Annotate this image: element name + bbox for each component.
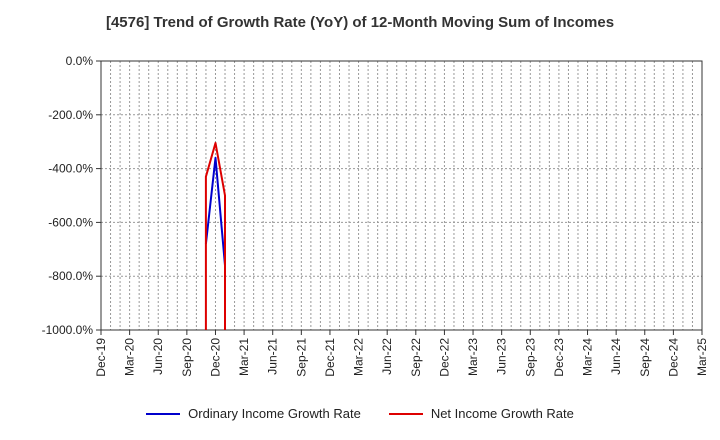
axes (96, 60, 703, 335)
x-tick-label: Dec-20 (208, 338, 222, 377)
y-tick-label: -800.0% (48, 269, 93, 283)
series-line-ordinary-income (204, 156, 226, 266)
legend-label-ordinary: Ordinary Income Growth Rate (188, 406, 361, 421)
tick-labels: 0.0% -200.0% -400.0% -600.0% -800.0% -1000.0%… (42, 54, 709, 377)
chart-title: [4576] Trend of Growth Rate (YoY) of 12-… (105, 14, 615, 31)
x-tick-label: Mar-23 (466, 338, 480, 376)
x-tick-label: Mar-25 (695, 338, 709, 376)
x-tick-label: Sep-20 (180, 338, 194, 377)
plot-frame (100, 60, 703, 331)
x-tick-label: Jun-20 (151, 338, 165, 375)
x-tick-label: Dec-21 (323, 338, 337, 377)
x-tick-label: Sep-23 (523, 338, 537, 377)
legend-swatch-ordinary (146, 412, 181, 415)
legend-swatch-net (388, 412, 423, 415)
x-tick-label: Dec-24 (666, 338, 680, 377)
x-tick-label: Sep-22 (409, 338, 423, 377)
series-lines (204, 142, 226, 330)
y-tick-label: 0.0% (66, 54, 94, 68)
x-tick-label: Jun-21 (266, 338, 280, 375)
legend-item-net: Net Income Growth Rate (388, 406, 574, 421)
x-tick-label: Sep-21 (294, 338, 308, 377)
y-tick-label: -400.0% (48, 162, 93, 176)
x-tick-label: Mar-22 (352, 338, 366, 376)
x-tick-label: Dec-19 (94, 338, 108, 377)
x-tick-label: Jun-24 (609, 338, 623, 375)
legend-label-net: Net Income Growth Rate (430, 406, 574, 421)
x-tick-label: Mar-24 (581, 338, 595, 376)
y-tick-label: -1000.0% (42, 323, 94, 337)
x-tick-label: Jun-23 (495, 338, 509, 375)
x-tick-label: Mar-20 (123, 338, 137, 376)
y-tick-label: -600.0% (48, 215, 93, 229)
legend-item-ordinary: Ordinary Income Growth Rate (146, 406, 361, 421)
x-tick-label: Mar-21 (237, 338, 251, 376)
series-line-net-income (204, 142, 226, 330)
grid-lines (100, 60, 703, 331)
x-tick-label: Dec-22 (437, 338, 451, 377)
y-tick-label: -200.0% (48, 108, 93, 122)
legend: Ordinary Income Growth Rate Net Income G… (0, 406, 720, 421)
x-tick-label: Jun-22 (380, 338, 394, 375)
x-tick-label: Dec-23 (552, 338, 566, 377)
x-tick-label: Sep-24 (638, 338, 652, 377)
